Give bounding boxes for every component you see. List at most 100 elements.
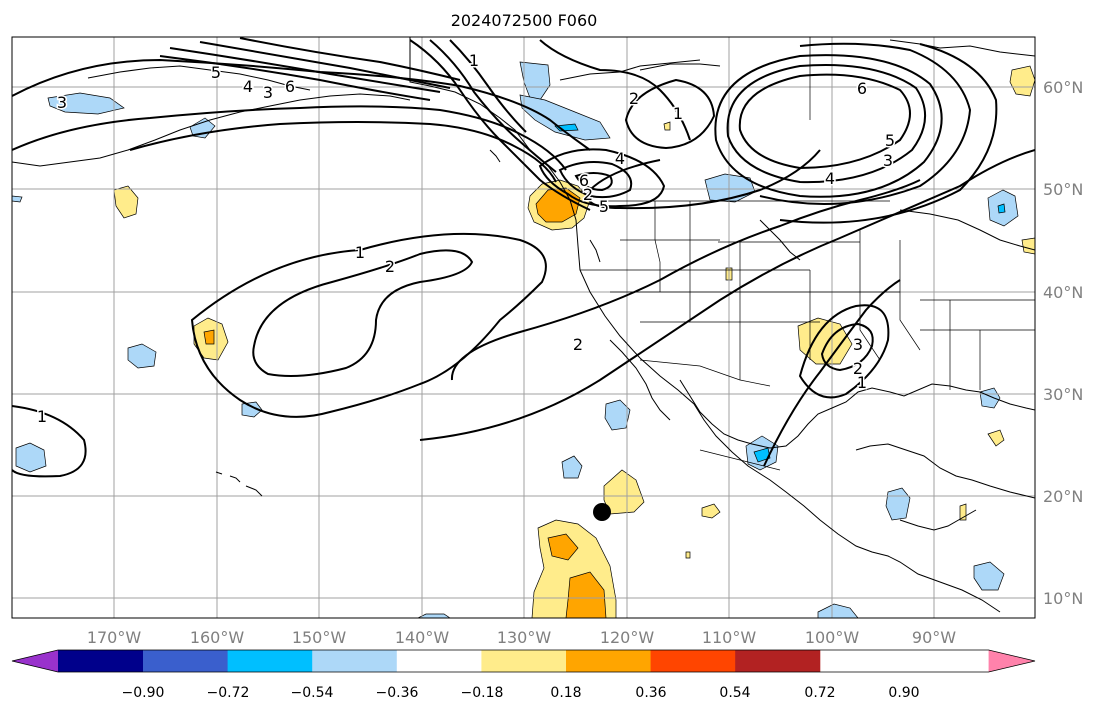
contour-central-low-2 <box>587 149 821 210</box>
contour-alaska-2 <box>169 47 441 93</box>
contour-label: 6 <box>857 79 867 98</box>
lon-label: 90°W <box>912 628 956 647</box>
colorbar-segment <box>227 650 313 672</box>
fill-blue-pacific-nw <box>47 92 125 115</box>
map-frame <box>11 36 1036 619</box>
contour-lines <box>12 37 1035 478</box>
colorbar-tick: 0.72 <box>804 685 835 701</box>
contour-label: 1 <box>469 51 479 70</box>
longitude-labels: 170°W 160°W 150°W 140°W 130°W 120°W 110°… <box>87 628 956 647</box>
lon-label: 150°W <box>292 628 347 647</box>
colorbar-extend-max <box>988 650 1035 672</box>
contour-high-6 <box>738 73 911 170</box>
contour-high-4 <box>714 54 943 198</box>
colorbar-segment <box>735 650 821 672</box>
contour-label: 2 <box>573 335 583 354</box>
contour-texas-1 <box>763 279 901 467</box>
colorbar-tick: −0.90 <box>122 685 165 701</box>
contour-texas-2 <box>798 304 890 399</box>
contour-label: 3 <box>853 335 863 354</box>
contour-label: 2 <box>583 185 593 204</box>
fill-yellow-hawaii-n <box>113 185 139 219</box>
contour-alaska-1 <box>159 55 431 101</box>
contour-bc-low <box>539 39 691 141</box>
colorbar-segment <box>481 650 567 672</box>
contour-label: 2 <box>385 257 395 276</box>
contour-label: 4 <box>825 169 835 188</box>
lat-label: 30°N <box>1043 385 1083 404</box>
contour-label: 3 <box>57 93 67 112</box>
contour-label: 1 <box>355 243 365 262</box>
contour-label: 5 <box>211 63 221 82</box>
colorbar-tick: 0.18 <box>550 685 581 701</box>
lat-label: 10°N <box>1043 589 1083 608</box>
latitude-labels: 60°N 50°N 40°N 30°N 20°N 10°N <box>1043 78 1083 608</box>
contour-high-5 <box>726 63 927 184</box>
colorbar-tick: −0.72 <box>207 685 250 701</box>
colorbar-segment <box>650 650 736 672</box>
map-title: 2024072500 F060 <box>451 11 598 30</box>
colorbar-tick: 0.36 <box>635 685 666 701</box>
contour-label: 3 <box>263 83 273 102</box>
colorbar-segment <box>143 650 229 672</box>
colorbar-tick-labels: −0.90 −0.72 −0.54 −0.36 −0.18 0.18 0.36 … <box>122 685 920 701</box>
contour-central-low-1 <box>624 78 716 150</box>
contour-pnw-low-1 <box>538 148 666 208</box>
contour-label: 1 <box>857 373 867 392</box>
political-borders <box>580 37 1035 471</box>
contour-alaska-3 <box>199 41 451 89</box>
colorbar-segment <box>396 650 482 672</box>
contour-1-pacific-loop <box>190 232 547 418</box>
map-area <box>12 37 1035 618</box>
contour-pnw-low-2 <box>558 161 633 199</box>
colorbar-segment <box>566 650 652 672</box>
lon-label: 120°W <box>600 628 655 647</box>
contour-high-2 <box>779 43 998 224</box>
contour-label: 5 <box>885 131 895 150</box>
graticule <box>12 37 1035 618</box>
contour-label: 2 <box>629 89 639 108</box>
colorbar-extend-min <box>12 650 58 672</box>
contour-north-3 <box>129 121 557 183</box>
colorbar-segment <box>58 650 144 672</box>
contour-1-subtropical <box>12 405 87 478</box>
contour-1-east <box>419 149 1035 441</box>
contour-label: 6 <box>579 171 589 190</box>
contour-north-1 <box>12 58 591 151</box>
contour-label: 5 <box>599 197 609 216</box>
contour-bc-loop-3 <box>449 39 527 133</box>
lat-label: 60°N <box>1043 78 1083 97</box>
fill-blue-bc <box>519 94 611 141</box>
lon-label: 140°W <box>395 628 450 647</box>
colorbar-outline <box>11 649 1036 673</box>
contour-bc-loop-2 <box>429 39 557 173</box>
contour-2-east <box>450 179 921 381</box>
contour-label: 1 <box>37 407 47 426</box>
colorbar-tick: 0.54 <box>719 685 750 701</box>
shading-layer <box>12 61 1035 618</box>
lat-label: 20°N <box>1043 487 1083 506</box>
contour-label: 2 <box>853 359 863 378</box>
contour-north-2 <box>12 105 567 171</box>
colorbar-tick: −0.18 <box>461 685 504 701</box>
coastlines <box>12 37 1035 613</box>
lon-label: 130°W <box>497 628 552 647</box>
contour-alaska-4 <box>239 37 461 81</box>
colorbar-tick: −0.36 <box>376 685 419 701</box>
colorbar-tick: 0.90 <box>888 685 919 701</box>
lon-label: 100°W <box>805 628 860 647</box>
colorbar <box>11 649 1036 673</box>
contour-bc-loop <box>409 39 591 211</box>
lon-label: 110°W <box>702 628 757 647</box>
fill-yellow-baja <box>603 469 645 515</box>
contour-texas-3 <box>820 322 874 372</box>
lon-label: 160°W <box>190 628 245 647</box>
contour-label: 6 <box>285 77 295 96</box>
colorbar-segment <box>312 650 398 672</box>
lon-label: 170°W <box>87 628 142 647</box>
contour-high-3 <box>759 42 972 205</box>
contour-pnw-low-3 <box>574 172 613 192</box>
lat-label: 40°N <box>1043 283 1083 302</box>
contour-2-pacific-loop <box>252 249 474 377</box>
